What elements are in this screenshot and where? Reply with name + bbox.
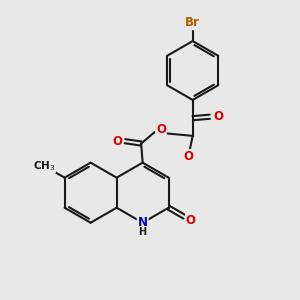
Text: N: N — [138, 216, 148, 229]
Text: Br: Br — [185, 16, 200, 29]
Text: H: H — [139, 226, 147, 237]
Text: O: O — [112, 135, 122, 148]
Text: CH$_3$: CH$_3$ — [33, 159, 56, 173]
Text: O: O — [156, 124, 166, 136]
Text: O: O — [213, 110, 223, 123]
Text: O: O — [186, 214, 196, 227]
Text: O: O — [183, 150, 193, 163]
